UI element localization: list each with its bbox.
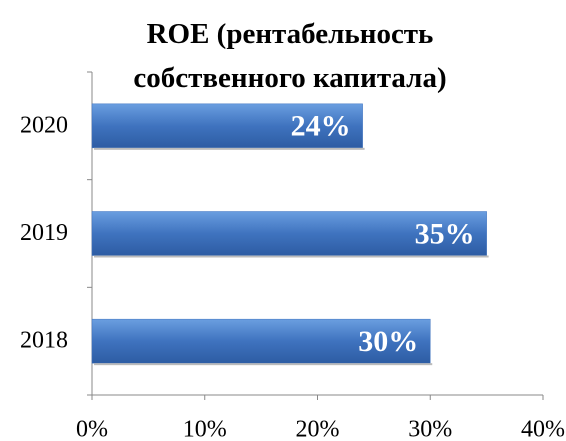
y-tick-label: 2019 — [20, 220, 68, 246]
x-tick-label: 20% — [296, 417, 340, 441]
y-tick-label: 2018 — [20, 328, 68, 354]
bar-shadow — [94, 147, 365, 150]
y-tick-label: 2020 — [20, 112, 68, 138]
value-label: 35% — [415, 217, 475, 250]
x-tick-label: 40% — [521, 417, 565, 441]
bar — [91, 103, 363, 149]
value-label: 24% — [291, 110, 351, 143]
bar — [91, 318, 431, 364]
chart-title: ROE (рентабельность собственного капитал… — [133, 18, 447, 94]
x-tick-label: 10% — [183, 417, 227, 441]
x-tick-label: 30% — [408, 417, 452, 441]
bar — [91, 211, 487, 256]
bar-shadow — [94, 255, 489, 258]
bar-shadow — [94, 363, 433, 366]
x-tick-label: 0% — [76, 417, 108, 441]
value-label: 30% — [358, 325, 418, 358]
